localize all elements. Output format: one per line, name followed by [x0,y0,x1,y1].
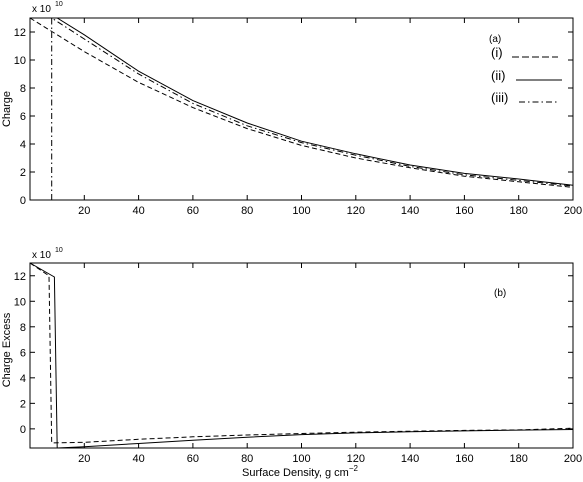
y-tick-label: 8 [20,83,26,95]
y-tick-label: 0 [20,195,26,207]
y-tick-label: 12 [14,271,26,283]
y-tick-label: 4 [20,139,26,151]
x-tick-label: 160 [455,453,473,465]
panel-a-series [29,17,574,200]
panel-b-plot-frame [29,262,574,449]
panel-a-y-exponent: x 10 [32,4,51,15]
panel-b-ticks: 20 40 60 80 100 120 140 160 180 200 0 2 4 6 8 10 12 [14,263,582,465]
series-line-iii [51,17,574,200]
legend-label-ii: (ii) [491,68,505,83]
panel-a-y-axis-title: Charge [1,91,13,127]
y-tick-label: 4 [20,373,26,385]
x-tick-label: 200 [564,453,582,465]
x-tick-label: 120 [347,205,365,217]
x-tick-label: 40 [132,205,144,217]
x-tick-label: 60 [187,205,199,217]
x-tick-label: 200 [564,205,582,217]
y-tick-label: 2 [20,167,26,179]
series-line-i [29,17,574,188]
x-tick-label: 20 [78,453,90,465]
x-axis-title-superscript: −2 [349,464,359,473]
panel-b-y-axis-title: Charge Excess [1,312,13,387]
panel-b-label: (b) [494,288,506,299]
x-tick-label: 100 [292,453,310,465]
x-tick-label: 120 [347,453,365,465]
panel-a-y-exponent-power: 10 [55,1,63,8]
x-tick-label: 80 [241,205,253,217]
panel-a-label: (a) [489,34,501,45]
x-tick-label: 140 [401,453,419,465]
x-tick-label: 180 [510,453,528,465]
panel-b-x-axis-title: Surface Density, g cm−2 [242,464,358,479]
series-line-dashed [29,262,574,444]
x-tick-label: 60 [187,453,199,465]
x-tick-label: 80 [241,453,253,465]
panel-b-y-exponent-power: 10 [55,247,63,254]
panel-a-chart: 20 40 60 80 100 120 140 160 180 200 0 2 4 6 8 10 12 x 10… [1,1,582,217]
x-tick-label: 40 [132,453,144,465]
x-tick-label: 20 [78,205,90,217]
x-axis-title-text: Surface Density, g cm [242,467,349,479]
panel-a-legend: (i) (ii) (iii) [491,45,562,105]
series-line-solid [29,262,574,449]
x-tick-label: 100 [292,205,310,217]
x-tick-label: 140 [401,205,419,217]
y-tick-label: 2 [20,398,26,410]
x-tick-label: 160 [455,205,473,217]
panel-a-ticks: 20 40 60 80 100 120 140 160 180 200 0 2 4 6 8 10 12 [14,18,582,217]
panel-b-chart: 20 40 60 80 100 120 140 160 180 200 0 2 4 6 8 10 12 x 10… [1,247,582,479]
y-tick-label: 6 [20,111,26,123]
panel-b-series [29,262,574,449]
legend-label-i: (i) [491,45,503,60]
legend-label-iii: (iii) [491,90,508,105]
y-tick-label: 10 [14,55,26,67]
y-tick-label: 8 [20,322,26,334]
panel-b-y-exponent: x 10 [32,250,51,261]
y-tick-label: 6 [20,347,26,359]
y-tick-label: 0 [20,424,26,436]
y-tick-label: 10 [14,296,26,308]
series-line-ii [30,17,574,186]
y-tick-label: 12 [14,27,26,39]
x-tick-label: 180 [510,205,528,217]
